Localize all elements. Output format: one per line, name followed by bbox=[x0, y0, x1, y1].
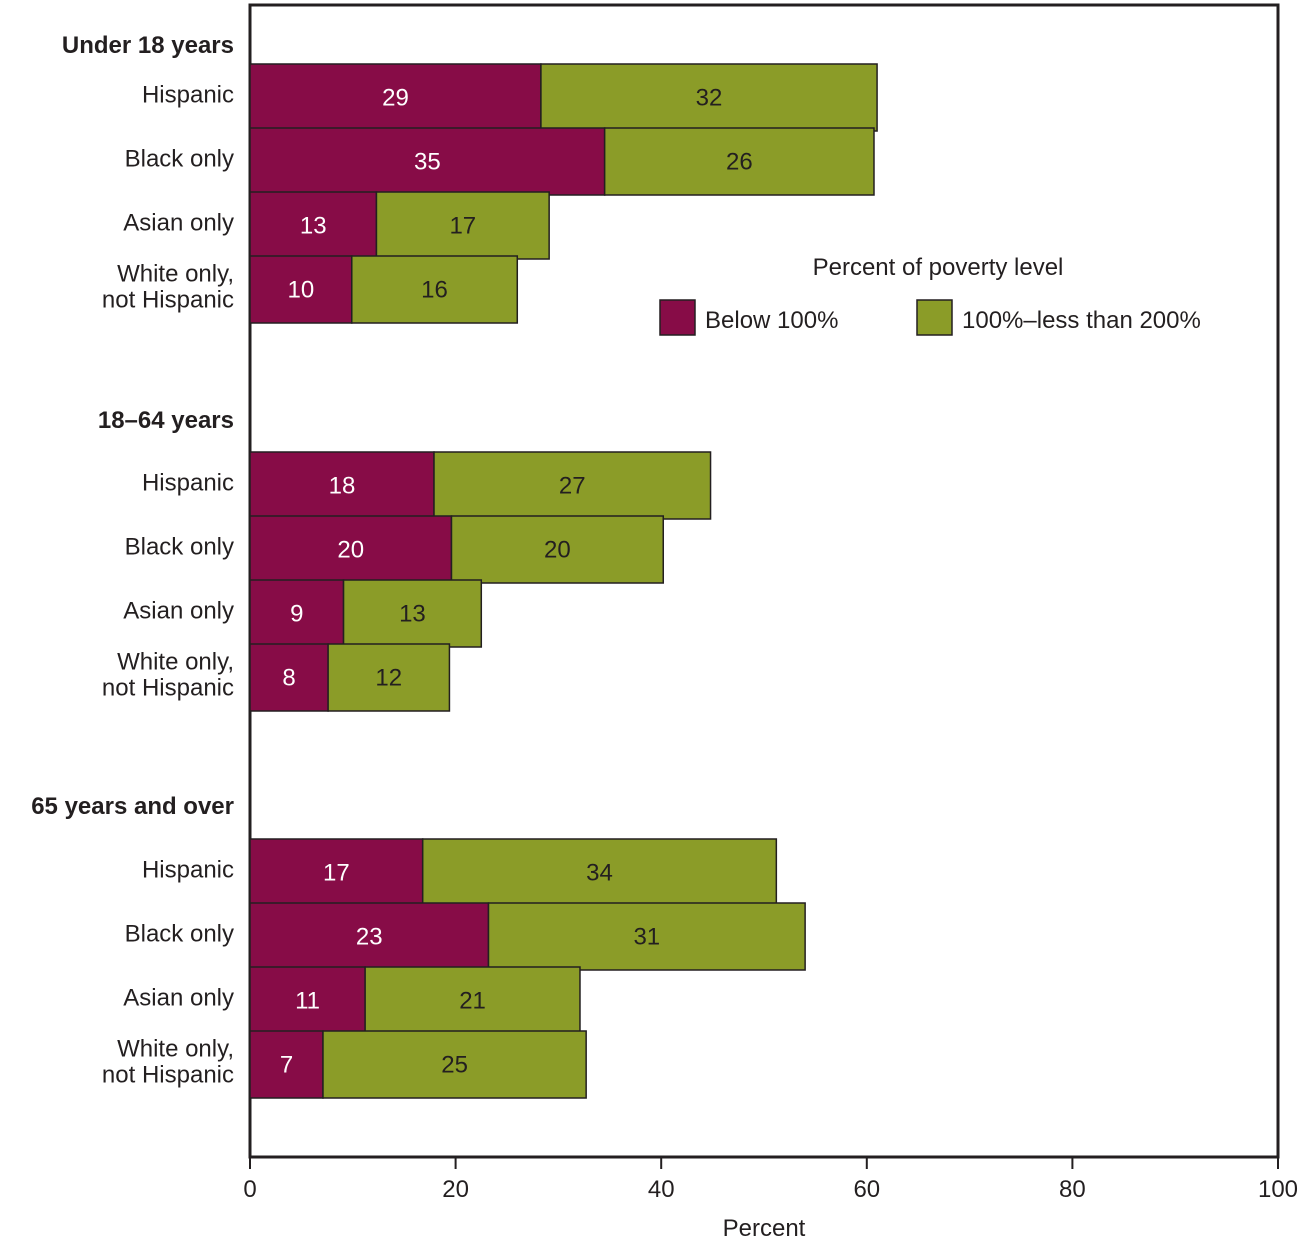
bars-layer: 29 32 35 26 13 17 10 16 18 27 20 20 9 13 8 12 17 34 23 31 11… bbox=[249, 63, 878, 1099]
group-label: 65 years and over bbox=[31, 793, 234, 820]
legend-swatch bbox=[659, 299, 696, 336]
bar-below-100 bbox=[249, 255, 353, 324]
category-label: not Hispanic bbox=[102, 1062, 234, 1089]
category-label: Black only bbox=[125, 921, 234, 948]
x-tick-label: 20 bbox=[442, 1176, 469, 1203]
group-label: 18–64 years bbox=[98, 407, 234, 434]
category-label: not Hispanic bbox=[102, 287, 234, 314]
category-label: Asian only bbox=[123, 985, 234, 1012]
bar-100-to-200 bbox=[327, 643, 451, 712]
data-label: 10 bbox=[288, 277, 315, 304]
x-axis: 0 20 40 60 80 100 bbox=[243, 1157, 1298, 1203]
bar-below-100 bbox=[249, 966, 366, 1035]
bar-100-to-200 bbox=[450, 515, 665, 584]
data-label: 13 bbox=[399, 601, 426, 628]
data-label: 9 bbox=[290, 601, 303, 628]
data-label: 21 bbox=[459, 988, 486, 1015]
data-label: 23 bbox=[356, 924, 383, 951]
legend-entry-label: 100%–less than 200% bbox=[962, 307, 1201, 334]
x-tick-label: 100 bbox=[1258, 1176, 1298, 1203]
category-label: Asian only bbox=[123, 598, 234, 625]
bar-100-to-200 bbox=[487, 902, 806, 971]
x-axis-label: Percent bbox=[723, 1215, 806, 1242]
bar-100-to-200 bbox=[322, 1030, 587, 1099]
data-label: 25 bbox=[441, 1052, 468, 1079]
category-label: Black only bbox=[125, 534, 234, 561]
legend-title: Percent of poverty level bbox=[813, 254, 1064, 281]
data-label: 17 bbox=[323, 860, 350, 887]
bar-100-to-200 bbox=[433, 451, 712, 520]
bar-below-100 bbox=[249, 838, 424, 907]
category-label: Hispanic bbox=[142, 470, 234, 497]
data-label: 7 bbox=[280, 1052, 293, 1079]
bar-100-to-200 bbox=[342, 579, 483, 648]
legend-entry-label: Below 100% bbox=[705, 307, 838, 334]
category-labels-layer: Under 18 years Hispanic Black only Asian on… bbox=[31, 32, 234, 1089]
bar-below-100 bbox=[249, 1030, 324, 1099]
data-label: 29 bbox=[382, 85, 409, 112]
data-label: 20 bbox=[337, 537, 364, 564]
bar-below-100 bbox=[249, 515, 453, 584]
bar-below-100 bbox=[249, 451, 435, 520]
bar-below-100 bbox=[249, 643, 329, 712]
legend: Percent of poverty level Below 100% 100%–… bbox=[659, 254, 1201, 336]
data-label: 8 bbox=[282, 665, 295, 692]
data-label: 31 bbox=[633, 924, 660, 951]
bar-100-to-200 bbox=[540, 63, 878, 132]
bar-100-to-200 bbox=[351, 255, 519, 324]
data-label: 12 bbox=[375, 665, 402, 692]
category-label: White only, bbox=[117, 649, 234, 676]
data-label: 11 bbox=[295, 988, 320, 1015]
category-label: Hispanic bbox=[142, 857, 234, 884]
x-tick-label: 40 bbox=[648, 1176, 675, 1203]
category-label: not Hispanic bbox=[102, 675, 234, 702]
data-label: 26 bbox=[726, 149, 753, 176]
x-tick-label: 80 bbox=[1059, 1176, 1086, 1203]
category-label: Hispanic bbox=[142, 82, 234, 109]
category-label: White only, bbox=[117, 261, 234, 288]
bar-100-to-200 bbox=[421, 838, 778, 907]
bar-100-to-200 bbox=[603, 127, 875, 196]
group-label: Under 18 years bbox=[62, 32, 234, 59]
data-label: 16 bbox=[421, 277, 448, 304]
category-label: Black only bbox=[125, 146, 234, 173]
category-label: Asian only bbox=[123, 210, 234, 237]
data-label: 13 bbox=[300, 213, 327, 240]
data-label: 32 bbox=[696, 85, 723, 112]
x-tick-label: 60 bbox=[853, 1176, 880, 1203]
data-label: 27 bbox=[559, 473, 586, 500]
bar-100-to-200 bbox=[364, 966, 581, 1035]
data-label: 18 bbox=[329, 473, 356, 500]
data-label: 35 bbox=[414, 149, 441, 176]
data-label: 17 bbox=[449, 213, 476, 240]
legend-swatch bbox=[916, 299, 953, 336]
x-tick-label: 0 bbox=[243, 1176, 256, 1203]
bar-100-to-200 bbox=[375, 191, 550, 260]
category-label: White only, bbox=[117, 1036, 234, 1063]
data-label: 20 bbox=[544, 537, 571, 564]
legend-entries: Below 100% 100%–less than 200% bbox=[659, 299, 1201, 336]
data-label: 34 bbox=[586, 860, 613, 887]
